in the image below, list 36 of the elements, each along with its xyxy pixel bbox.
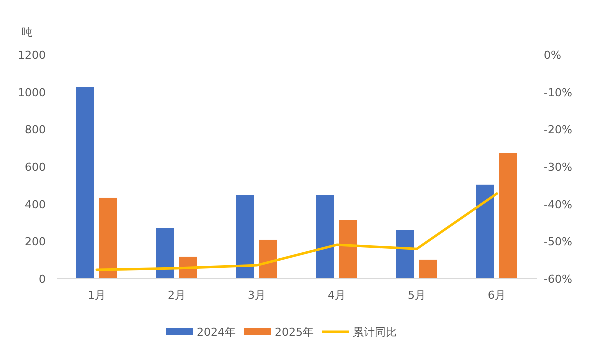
y-tick-label: 400 (25, 198, 46, 212)
legend-label: 累计同比 (353, 326, 397, 339)
x-tick-label: 6月 (488, 289, 506, 302)
bar (476, 184, 494, 279)
legend-label: 2025年 (275, 326, 314, 339)
x-tick-label: 1月 (88, 289, 106, 302)
bar (420, 260, 438, 279)
y-tick-label: 0 (39, 273, 46, 286)
y2-tick-label: -60% (544, 273, 572, 286)
x-tick-label: 5月 (408, 289, 426, 302)
x-tick-label: 2月 (168, 289, 186, 302)
line-series (96, 192, 498, 272)
bar (500, 153, 518, 279)
y2-tick-label: 0% (544, 49, 562, 62)
bar (396, 230, 414, 279)
bar (340, 220, 358, 279)
x-tick-label: 3月 (248, 289, 266, 302)
y2-tick-label: -10% (544, 86, 572, 100)
y-tick-label: 1200 (18, 49, 46, 62)
bar (156, 228, 174, 279)
y2-tick-label: -40% (544, 198, 572, 212)
y2-tick-label: -50% (544, 236, 572, 249)
y-tick-label: 600 (25, 161, 46, 174)
y2-tick-label: -20% (544, 124, 572, 137)
x-tick-label: 4月 (328, 289, 346, 302)
y-tick-label: 200 (25, 236, 46, 249)
y2-tick-label: -30% (544, 161, 572, 174)
y-tick-label: 1000 (18, 86, 46, 100)
y-tick-label: 800 (25, 124, 46, 137)
bar (316, 195, 334, 279)
bar (100, 198, 118, 279)
bar (76, 87, 94, 279)
legend-label: 2024年 (197, 326, 236, 339)
y-axis-title: 吨 (22, 26, 33, 39)
bar (236, 195, 254, 279)
bar (260, 240, 278, 279)
